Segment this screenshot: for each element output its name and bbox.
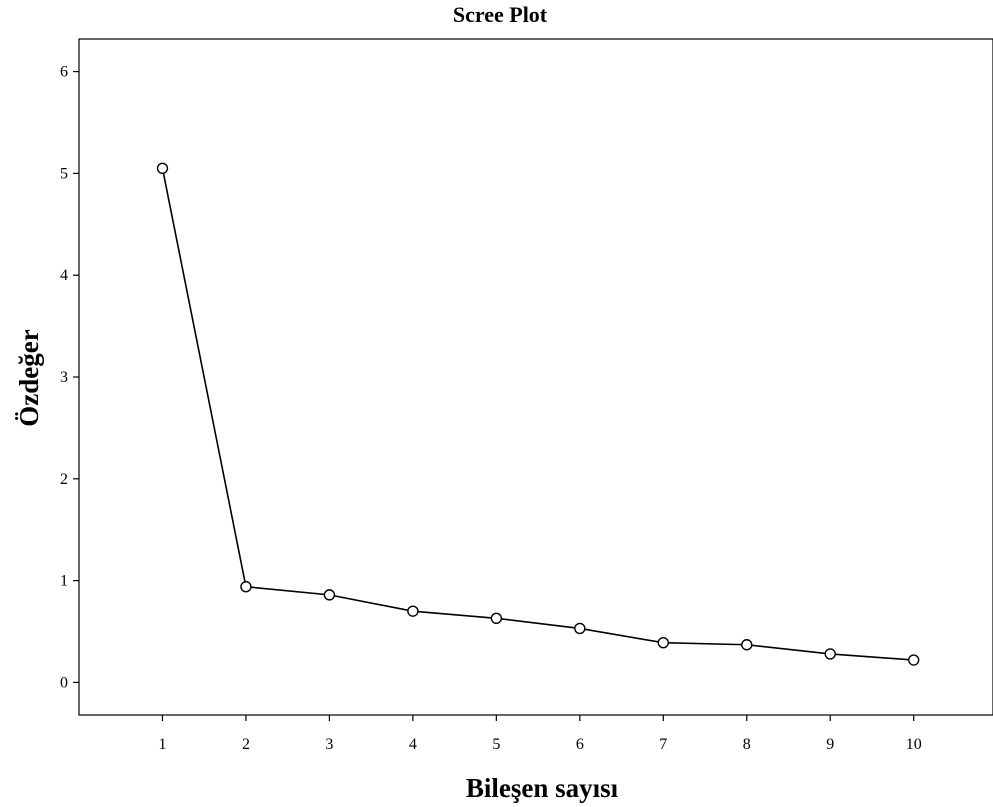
y-axis-label: Özdeğer — [14, 329, 44, 426]
y-tick-label: 4 — [60, 267, 68, 284]
y-tick-label: 0 — [60, 674, 68, 691]
y-tick-label: 1 — [60, 573, 68, 590]
x-tick-label: 10 — [906, 736, 922, 753]
plot-frame — [78, 38, 993, 716]
y-axis: 0 1 2 3 4 5 6 — [60, 64, 79, 691]
y-tick-label: 5 — [60, 165, 68, 182]
data-point — [323, 589, 336, 601]
y-tick-label: 3 — [60, 369, 68, 386]
series-line — [161, 168, 914, 661]
data-point — [490, 612, 503, 624]
x-tick-label: 8 — [743, 736, 751, 753]
data-point — [741, 639, 753, 651]
data-point — [156, 162, 169, 174]
x-tick-label: 6 — [576, 736, 584, 753]
x-tick-label: 4 — [409, 736, 417, 753]
chart-title: Scree Plot — [453, 2, 548, 27]
x-axis: 1 2 3 4 5 6 7 8 9 10 — [158, 715, 922, 753]
y-tick-label: 6 — [60, 64, 68, 81]
data-point — [407, 605, 419, 617]
x-axis-label: Bileşen sayısı — [466, 773, 619, 803]
x-tick-label: 9 — [826, 736, 834, 753]
data-point — [657, 637, 669, 649]
x-tick-label: 2 — [242, 736, 250, 753]
x-tick-label: 7 — [659, 736, 667, 753]
data-point — [908, 654, 920, 666]
data-point — [574, 622, 586, 635]
x-tick-label: 3 — [325, 736, 333, 753]
y-tick-label: 2 — [60, 471, 68, 488]
data-point — [240, 581, 252, 593]
data-series — [156, 162, 920, 666]
x-tick-label: 1 — [158, 736, 166, 753]
x-tick-label: 5 — [492, 736, 500, 753]
data-point — [824, 648, 836, 660]
